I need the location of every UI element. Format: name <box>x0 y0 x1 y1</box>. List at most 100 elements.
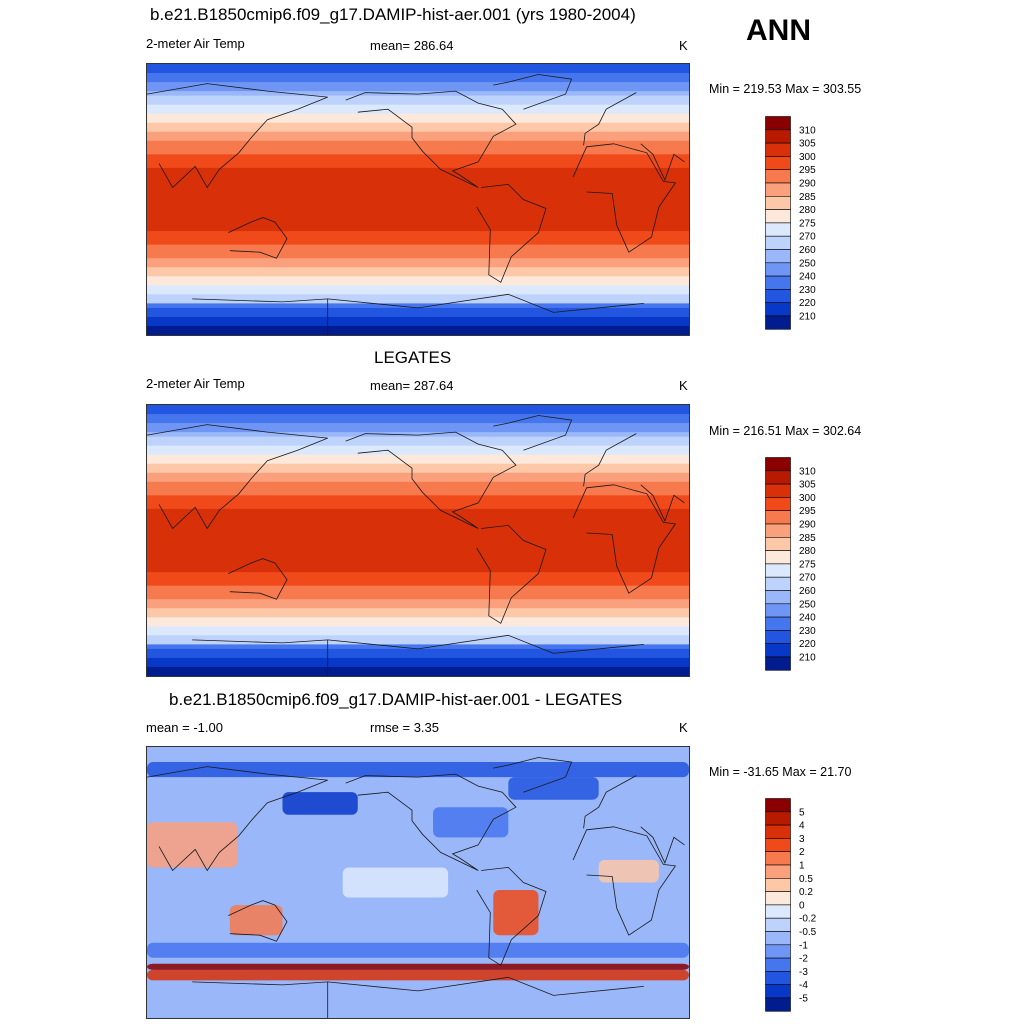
coastline-eurasia <box>640 484 685 522</box>
temperature-band <box>147 86 689 92</box>
colorbar-swatch <box>765 235 791 250</box>
colorbar-swatch <box>765 129 791 144</box>
temperature-band <box>147 653 689 659</box>
colorbar-swatch <box>765 470 791 485</box>
temperature-band <box>147 427 689 433</box>
colorbar-tick-label: 240 <box>799 272 816 283</box>
panel-1-map <box>146 63 690 336</box>
colorbar-tick-label: -4 <box>799 980 808 991</box>
temperature-band <box>147 495 689 501</box>
panel-1-variable-label: 2-meter Air Temp <box>146 36 245 51</box>
temperature-band <box>147 594 689 600</box>
panel-3-mean-label: mean = -1.00 <box>146 720 223 735</box>
temperature-band <box>147 213 689 219</box>
coastline-eurasia <box>583 775 637 829</box>
temperature-band <box>147 82 689 88</box>
temperature-band <box>147 418 689 424</box>
difference-region <box>508 777 599 800</box>
temperature-band <box>147 603 689 609</box>
colorbar-swatch <box>765 563 791 578</box>
colorbar-swatch <box>765 156 791 171</box>
temperature-band <box>147 91 689 97</box>
temperature-band <box>147 630 689 636</box>
colorbar-swatch <box>765 616 791 631</box>
colorbar-tick-label: 0.2 <box>799 887 813 898</box>
colorbar-swatch <box>765 576 791 591</box>
colorbar-tick-label: 285 <box>799 533 816 544</box>
temperature-band <box>147 158 689 164</box>
colorbar-swatch <box>765 917 791 932</box>
colorbar-tick-label: 220 <box>799 298 816 309</box>
temperature-band <box>147 235 689 241</box>
temperature-band <box>147 154 689 160</box>
colorbar-tick-label: 275 <box>799 559 816 570</box>
coastline-greenland <box>493 74 573 110</box>
temperature-band <box>147 526 689 533</box>
colorbar-swatch <box>765 457 791 472</box>
coastline-namerica <box>345 773 517 871</box>
temperature-band <box>147 517 689 524</box>
colorbar-tick-label: -2 <box>799 954 808 965</box>
temperature-band <box>147 608 689 614</box>
colorbar-swatch <box>765 630 791 644</box>
temperature-band <box>147 276 689 282</box>
colorbar-swatch <box>765 904 791 919</box>
colorbar-tick-label: 290 <box>799 520 816 531</box>
temperature-band <box>147 522 689 528</box>
colorbar-tick-label: 270 <box>799 232 816 243</box>
panel-1-minmax: Min = 219.53 Max = 303.55 <box>709 82 862 96</box>
colorbar-swatch <box>765 590 791 605</box>
temperature-band <box>147 472 689 478</box>
temperature-band <box>147 303 689 309</box>
colorbar-swatch <box>765 851 791 866</box>
colorbar-tick-label: 210 <box>799 312 816 323</box>
temperature-band <box>147 513 689 519</box>
temperature-band <box>147 122 689 128</box>
difference-region <box>342 867 449 898</box>
coastline-eurasia <box>640 826 685 864</box>
temperature-band <box>147 454 689 460</box>
panel-2-mean-label: mean= 287.64 <box>370 378 454 393</box>
difference-region <box>598 859 659 883</box>
coastline-eurasia <box>147 424 328 530</box>
colorbar-swatch <box>765 483 791 498</box>
temperature-band <box>147 172 689 178</box>
panel-2-colorbar-svg: 310 305 300 295 290 285 280 275 270 260 250 240 230 2… <box>765 457 816 671</box>
panel-2-minmax: Min = 216.51 Max = 302.64 <box>709 424 862 438</box>
coastline-samerica <box>476 866 547 966</box>
difference-region <box>147 942 689 958</box>
panel-2-title: LEGATES <box>374 348 452 367</box>
colorbar-tick-label: 4 <box>799 821 805 832</box>
temperature-band <box>147 149 689 155</box>
temperature-band <box>147 423 689 429</box>
coastline-australia <box>228 558 288 600</box>
temperature-band <box>147 262 689 268</box>
panel-3-rmse-label: rmse = 3.35 <box>370 720 440 735</box>
colorbar-tick-label: 300 <box>799 152 816 163</box>
colorbar-swatch <box>765 537 791 551</box>
colorbar-swatch <box>765 497 791 512</box>
panel-1-colorbar-svg: 310 305 300 295 290 285 280 275 270 260 250 240 230 2… <box>765 116 816 330</box>
temperature-band <box>147 258 689 264</box>
difference-region <box>493 890 539 936</box>
temperature-band <box>147 285 689 291</box>
season-label: ANN <box>746 14 811 47</box>
panel-1-units-label: K <box>679 38 688 53</box>
temperature-band <box>147 330 689 335</box>
temperature-band <box>147 253 689 259</box>
colorbar-tick-label: 250 <box>799 599 816 610</box>
temperature-band <box>147 208 689 214</box>
coastline-greenland <box>493 757 573 793</box>
temperature-band <box>147 450 689 456</box>
temperature-band <box>147 118 689 124</box>
colorbar-swatch <box>765 798 791 813</box>
panel-3-map-svg <box>147 747 689 1018</box>
colorbar-tick-label: -3 <box>799 967 808 978</box>
temperature-band <box>147 109 689 115</box>
temperature-band <box>147 405 689 411</box>
coastline-antarctica <box>192 639 329 676</box>
colorbar-swatch <box>765 931 791 946</box>
colorbar-tick-label: 230 <box>799 285 816 296</box>
temperature-band <box>147 68 689 74</box>
colorbar-tick-label: -0.2 <box>799 914 817 925</box>
